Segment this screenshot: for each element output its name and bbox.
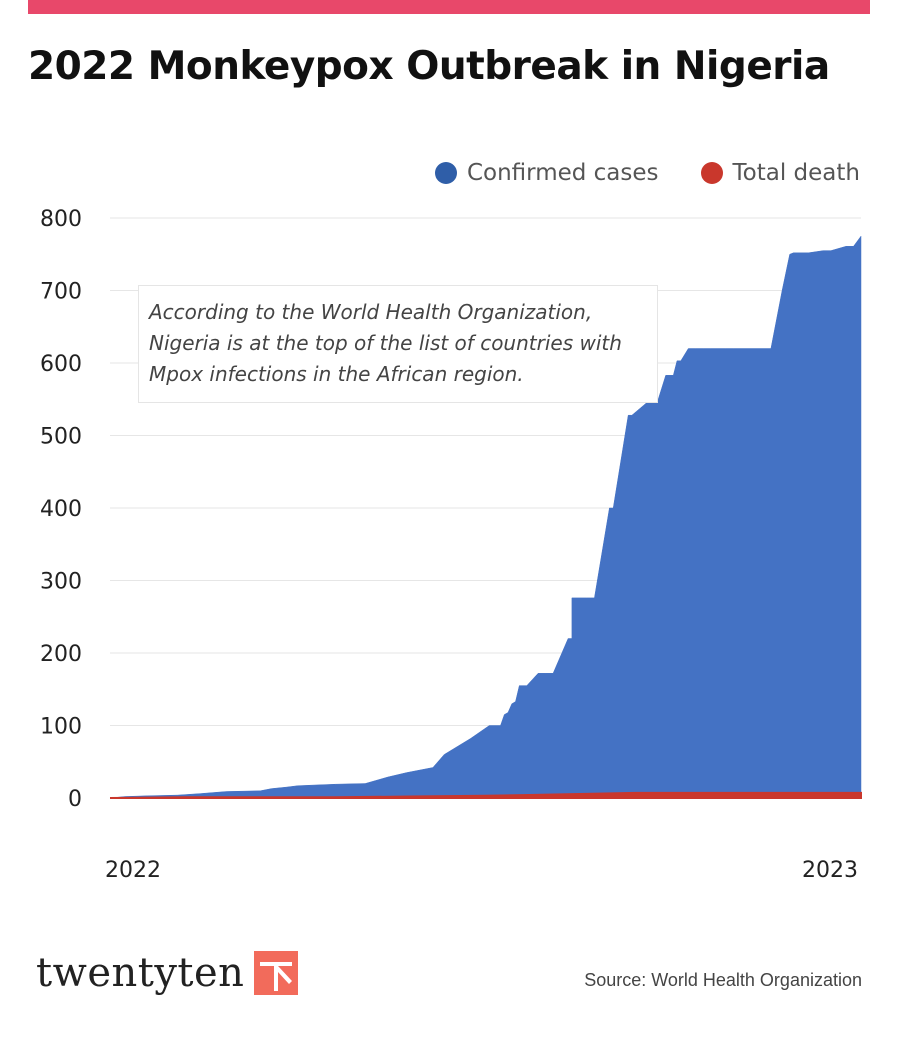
page-title: 2022 Monkeypox Outbreak in Nigeria bbox=[28, 44, 830, 89]
y-tick-label: 400 bbox=[40, 497, 82, 522]
twentyten-logo-icon bbox=[254, 951, 299, 995]
source-note: Source: World Health Organization bbox=[584, 970, 862, 990]
y-tick-label: 0 bbox=[68, 787, 82, 812]
y-tick-label: 700 bbox=[40, 280, 82, 305]
legend-label-deaths: Total death bbox=[732, 160, 860, 186]
series-area-confirmed-cases bbox=[109, 235, 862, 799]
y-tick-label: 600 bbox=[40, 352, 82, 377]
twentyten-logo: twentyten bbox=[36, 950, 299, 996]
chart-annotation: According to the World Health Organizati… bbox=[138, 285, 658, 403]
chart-legend: Confirmed cases Total death bbox=[393, 160, 860, 186]
y-tick-label: 500 bbox=[40, 425, 82, 450]
y-tick-label: 800 bbox=[40, 207, 82, 232]
y-tick-label: 100 bbox=[40, 715, 82, 740]
x-tick-label: 2023 bbox=[802, 858, 858, 883]
legend-label-cases: Confirmed cases bbox=[466, 160, 659, 186]
accent-bar bbox=[28, 0, 870, 14]
area-chart: 0 100 200 300 400 500 600 700 800 2022 2023 bbox=[40, 207, 862, 883]
y-tick-label: 200 bbox=[40, 642, 82, 667]
series-area-total-death bbox=[109, 791, 862, 799]
deaths-dot-icon bbox=[700, 162, 723, 184]
legend-item-cases: Confirmed cases bbox=[434, 160, 659, 186]
legend-item-deaths: Total death bbox=[700, 160, 860, 186]
logo-text: twentyten bbox=[36, 950, 245, 996]
cases-dot-icon bbox=[434, 162, 457, 184]
y-tick-label: 300 bbox=[40, 570, 82, 595]
x-tick-label: 2022 bbox=[105, 858, 161, 883]
